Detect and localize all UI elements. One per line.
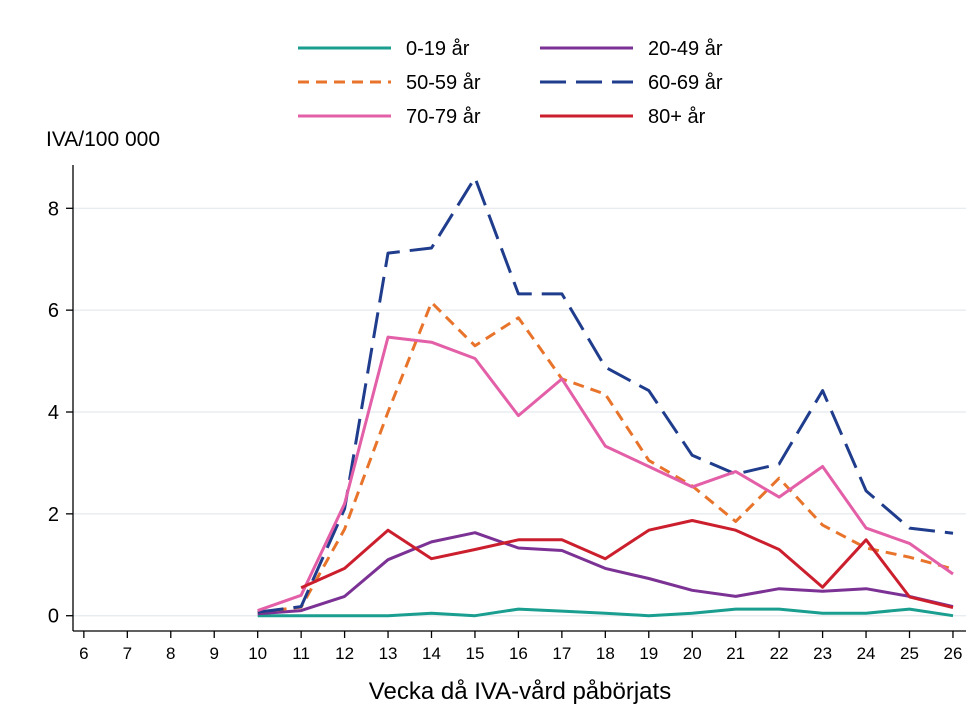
x-tick-label: 10 bbox=[248, 644, 267, 663]
x-tick-label: 13 bbox=[379, 644, 398, 663]
legend-item-1: 0-19 år bbox=[298, 38, 470, 60]
x-tick-label: 12 bbox=[335, 644, 354, 663]
series-line-3 bbox=[257, 301, 954, 614]
x-tick-label: 19 bbox=[639, 644, 658, 663]
x-tick-label: 22 bbox=[770, 644, 789, 663]
legend-label: 60-69 år bbox=[648, 72, 723, 94]
x-tick-label: 8 bbox=[166, 644, 175, 663]
legend-label: 20-49 år bbox=[648, 38, 723, 60]
x-tick-label: 26 bbox=[944, 644, 963, 663]
legend-label: 80+ år bbox=[648, 106, 706, 128]
x-tick-label: 14 bbox=[422, 644, 441, 663]
series-line-1 bbox=[257, 607, 954, 618]
x-tick-label: 20 bbox=[683, 644, 702, 663]
legend-item-6: 80+ år bbox=[540, 106, 706, 128]
x-tick-label: 21 bbox=[726, 644, 745, 663]
grid-lines bbox=[73, 207, 966, 617]
x-tick-label: 6 bbox=[79, 644, 88, 663]
x-tick-label: 7 bbox=[123, 644, 132, 663]
y-axis-title: IVA/100 000 bbox=[46, 128, 160, 151]
legend-item-2: 20-49 år bbox=[540, 38, 723, 60]
x-tick-label: 24 bbox=[857, 644, 876, 663]
legend-item-4: 60-69 år bbox=[540, 72, 723, 94]
x-tick-label: 11 bbox=[292, 644, 310, 663]
legend-label: 0-19 år bbox=[406, 38, 470, 60]
series-lines bbox=[257, 176, 954, 618]
series-line-5 bbox=[257, 335, 954, 613]
x-tick-label: 18 bbox=[596, 644, 615, 663]
x-tick-label: 15 bbox=[465, 644, 484, 663]
y-tick-label: 0 bbox=[48, 606, 59, 628]
legend-item-3: 50-59 år bbox=[298, 72, 481, 94]
x-tick-label: 25 bbox=[900, 644, 919, 663]
series-line-4 bbox=[257, 176, 954, 614]
legend: 0-19 år 20-49 år 50-59 år 60-69 år 70-79 år 8… bbox=[298, 38, 723, 128]
x-tick-label: 23 bbox=[813, 644, 832, 663]
legend-item-5: 70-79 år bbox=[298, 106, 481, 128]
y-tick-label: 8 bbox=[48, 198, 59, 220]
y-tick-label: 6 bbox=[48, 300, 59, 322]
x-tick-label: 16 bbox=[509, 644, 528, 663]
legend-label: 70-79 år bbox=[406, 106, 481, 128]
series-line-2 bbox=[257, 531, 954, 616]
x-tick-label: 17 bbox=[552, 644, 571, 663]
series-line-6 bbox=[300, 519, 954, 610]
x-axis-title: Vecka då IVA-vård påbörjats bbox=[369, 678, 671, 705]
legend-label: 50-59 år bbox=[406, 72, 481, 94]
y-tick-label: 4 bbox=[48, 402, 59, 424]
x-tick-label: 9 bbox=[209, 644, 218, 663]
y-tick-label: 2 bbox=[48, 504, 59, 526]
